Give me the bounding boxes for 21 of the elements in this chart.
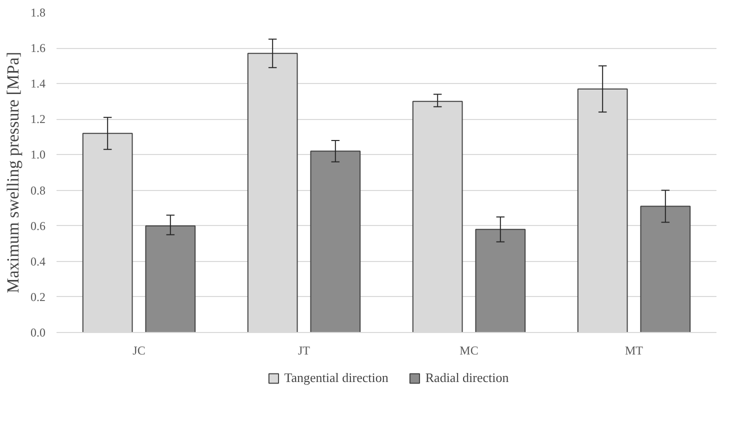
y-tick-label: 1.2 xyxy=(30,112,46,126)
bar xyxy=(640,206,691,332)
y-tick-label: 0.0 xyxy=(30,326,46,340)
y-tick-label: 0.2 xyxy=(30,290,46,304)
y-tick-label: 0.6 xyxy=(30,218,46,233)
legend-label: Tangential direction xyxy=(284,370,388,386)
y-tick-label: 0.4 xyxy=(30,254,46,268)
x-tick-label: JC xyxy=(132,344,146,358)
x-tick-label: JT xyxy=(298,344,311,358)
x-tick-label: MC xyxy=(460,344,478,358)
y-tick-label: 1.6 xyxy=(30,41,46,56)
y-tick-label: 1.8 xyxy=(30,6,46,20)
y-tick-label: 1.4 xyxy=(30,76,46,91)
bar xyxy=(475,228,526,332)
bar xyxy=(310,150,361,332)
bar xyxy=(145,225,196,332)
y-tick-label: 1.0 xyxy=(30,148,46,162)
x-tick-label: MT xyxy=(625,344,644,358)
y-axis-title: Maximum swelling pressure [MPa] xyxy=(4,52,22,294)
y-tick-label: 0.8 xyxy=(30,183,46,198)
legend-label: Radial direction xyxy=(425,370,509,386)
